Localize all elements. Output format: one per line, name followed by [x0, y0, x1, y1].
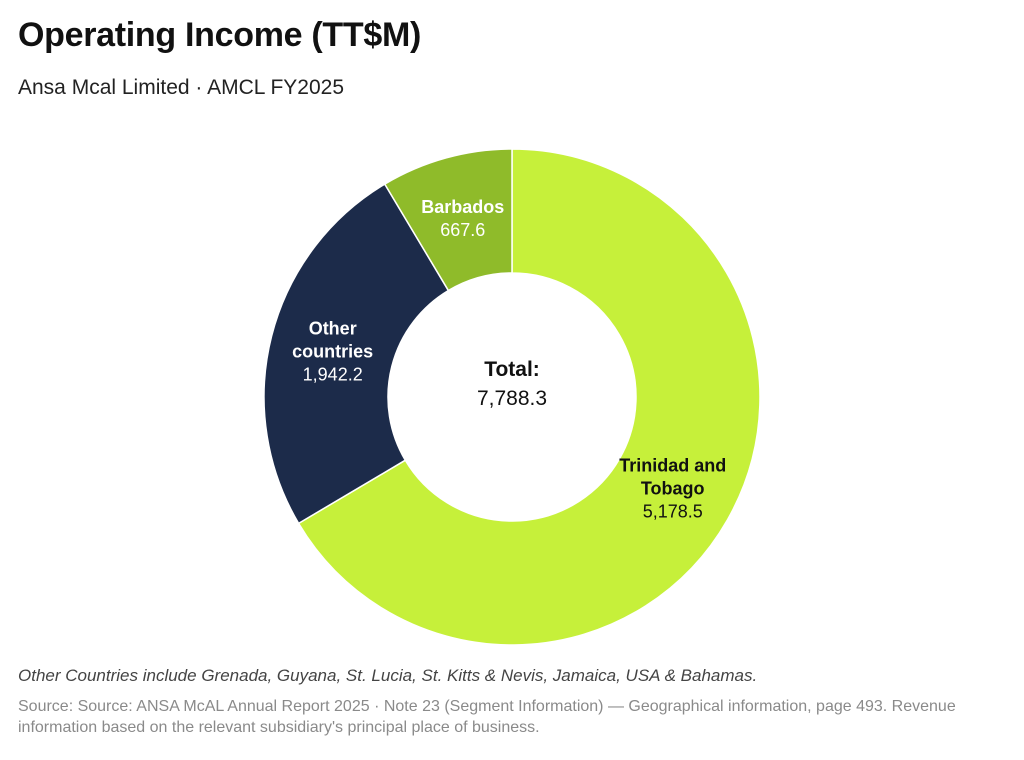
donut-slices	[263, 148, 761, 646]
slice-value-label: 1,942.2	[303, 364, 363, 384]
slice-label-barbados: Barbados 667.6	[421, 197, 504, 240]
chart-subtitle: Ansa Mcal Limited · AMCL FY2025	[18, 76, 345, 99]
chart-title: Operating Income (TT$M)	[18, 16, 422, 54]
slice-label-line: countries	[292, 341, 373, 361]
slice-labels: Trinidad and Tobago 5,178.5 Other countries 1…	[292, 197, 726, 521]
slice-value-label: 5,178.5	[643, 502, 703, 522]
slice-label-trinidad-and-tobago: Trinidad and Tobago 5,178.5	[619, 456, 726, 522]
slice-label-line: Trinidad and	[619, 456, 726, 476]
slice-barbados	[383, 148, 513, 292]
slice-label-other-countries: Other countries 1,942.2	[292, 318, 373, 384]
slice-label-line: Barbados	[421, 197, 504, 217]
slice-other-countries	[263, 183, 450, 525]
source-text: Source: Source: ANSA McAL Annual Report …	[18, 698, 956, 736]
center-total-value: 7,788.3	[477, 387, 547, 410]
footnote: Other Countries include Grenada, Guyana,…	[18, 666, 758, 685]
slice-trinidad-and-tobago	[297, 148, 761, 646]
slice-label-line: Other	[309, 318, 357, 338]
center-total-label: Total:	[484, 358, 540, 381]
slice-label-line: Tobago	[641, 479, 705, 499]
slice-value-label: 667.6	[440, 220, 485, 240]
